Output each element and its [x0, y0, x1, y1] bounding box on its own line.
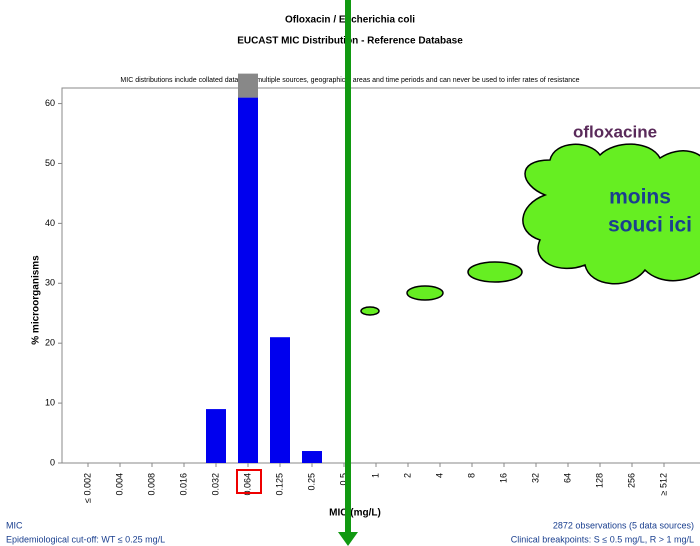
x-tick-label: 64 [562, 473, 572, 483]
x-tick-label: 4 [434, 473, 444, 478]
x-tick-label: 8 [466, 473, 476, 478]
bar [302, 451, 322, 463]
y-axis-label: % microorganisms [31, 255, 42, 345]
annotation: souci ici [608, 214, 692, 237]
bar [238, 73, 258, 98]
annotation: ofloxacine [573, 122, 657, 141]
x-tick-label: 0.008 [146, 473, 156, 496]
y-tick-label: 20 [45, 338, 55, 348]
plot-area: 0 10 20 30 40 50 60 ≤ 0.002 0.004 0.008 0.016 0.032… [45, 73, 700, 503]
x-tick-label: 1 [370, 473, 380, 478]
x-tick-label: 32 [530, 473, 540, 483]
x-tick-label: 0.004 [114, 473, 124, 496]
x-tick-label: 0.5 [338, 473, 348, 486]
thought-bubble [360, 143, 700, 316]
x-tick-label: 0.016 [178, 473, 188, 496]
highlight-box [236, 469, 262, 494]
footer-left: MIC [6, 520, 23, 530]
x-tick-label: 0.064 [242, 473, 252, 496]
y-tick-label: 10 [45, 397, 55, 407]
y-tick-label: 40 [45, 218, 55, 228]
x-tick-label: 0.032 [210, 473, 220, 496]
x-tick-label: ≤ 0.002 [82, 473, 92, 503]
arrow [338, 0, 358, 546]
y-tick-label: 30 [45, 278, 55, 288]
x-axis-label: MIC (mg/L) [329, 508, 381, 519]
y-tick-label: 0 [50, 457, 55, 467]
footer-left: Epidemiological cut-off: WT ≤ 0.25 mg/L [6, 534, 165, 544]
footer-right: Clinical breakpoints: S ≤ 0.5 mg/L, R > … [511, 534, 694, 544]
bar [270, 337, 290, 463]
annotation: moins [609, 186, 671, 209]
x-tick-label: 2 [402, 473, 412, 478]
x-tick-label: ≥ 512 [658, 473, 668, 495]
x-tick-label: 0.25 [306, 473, 316, 491]
footer-right: 2872 observations (5 data sources) [553, 520, 694, 530]
x-tick-label: 0.125 [274, 473, 284, 496]
bar [238, 97, 258, 464]
x-tick-label: 256 [626, 473, 636, 488]
y-tick-label: 50 [45, 158, 55, 168]
y-tick-label: 60 [45, 98, 55, 108]
bar [206, 409, 226, 463]
x-tick-label: 128 [594, 473, 604, 488]
x-tick-label: 16 [498, 473, 508, 483]
